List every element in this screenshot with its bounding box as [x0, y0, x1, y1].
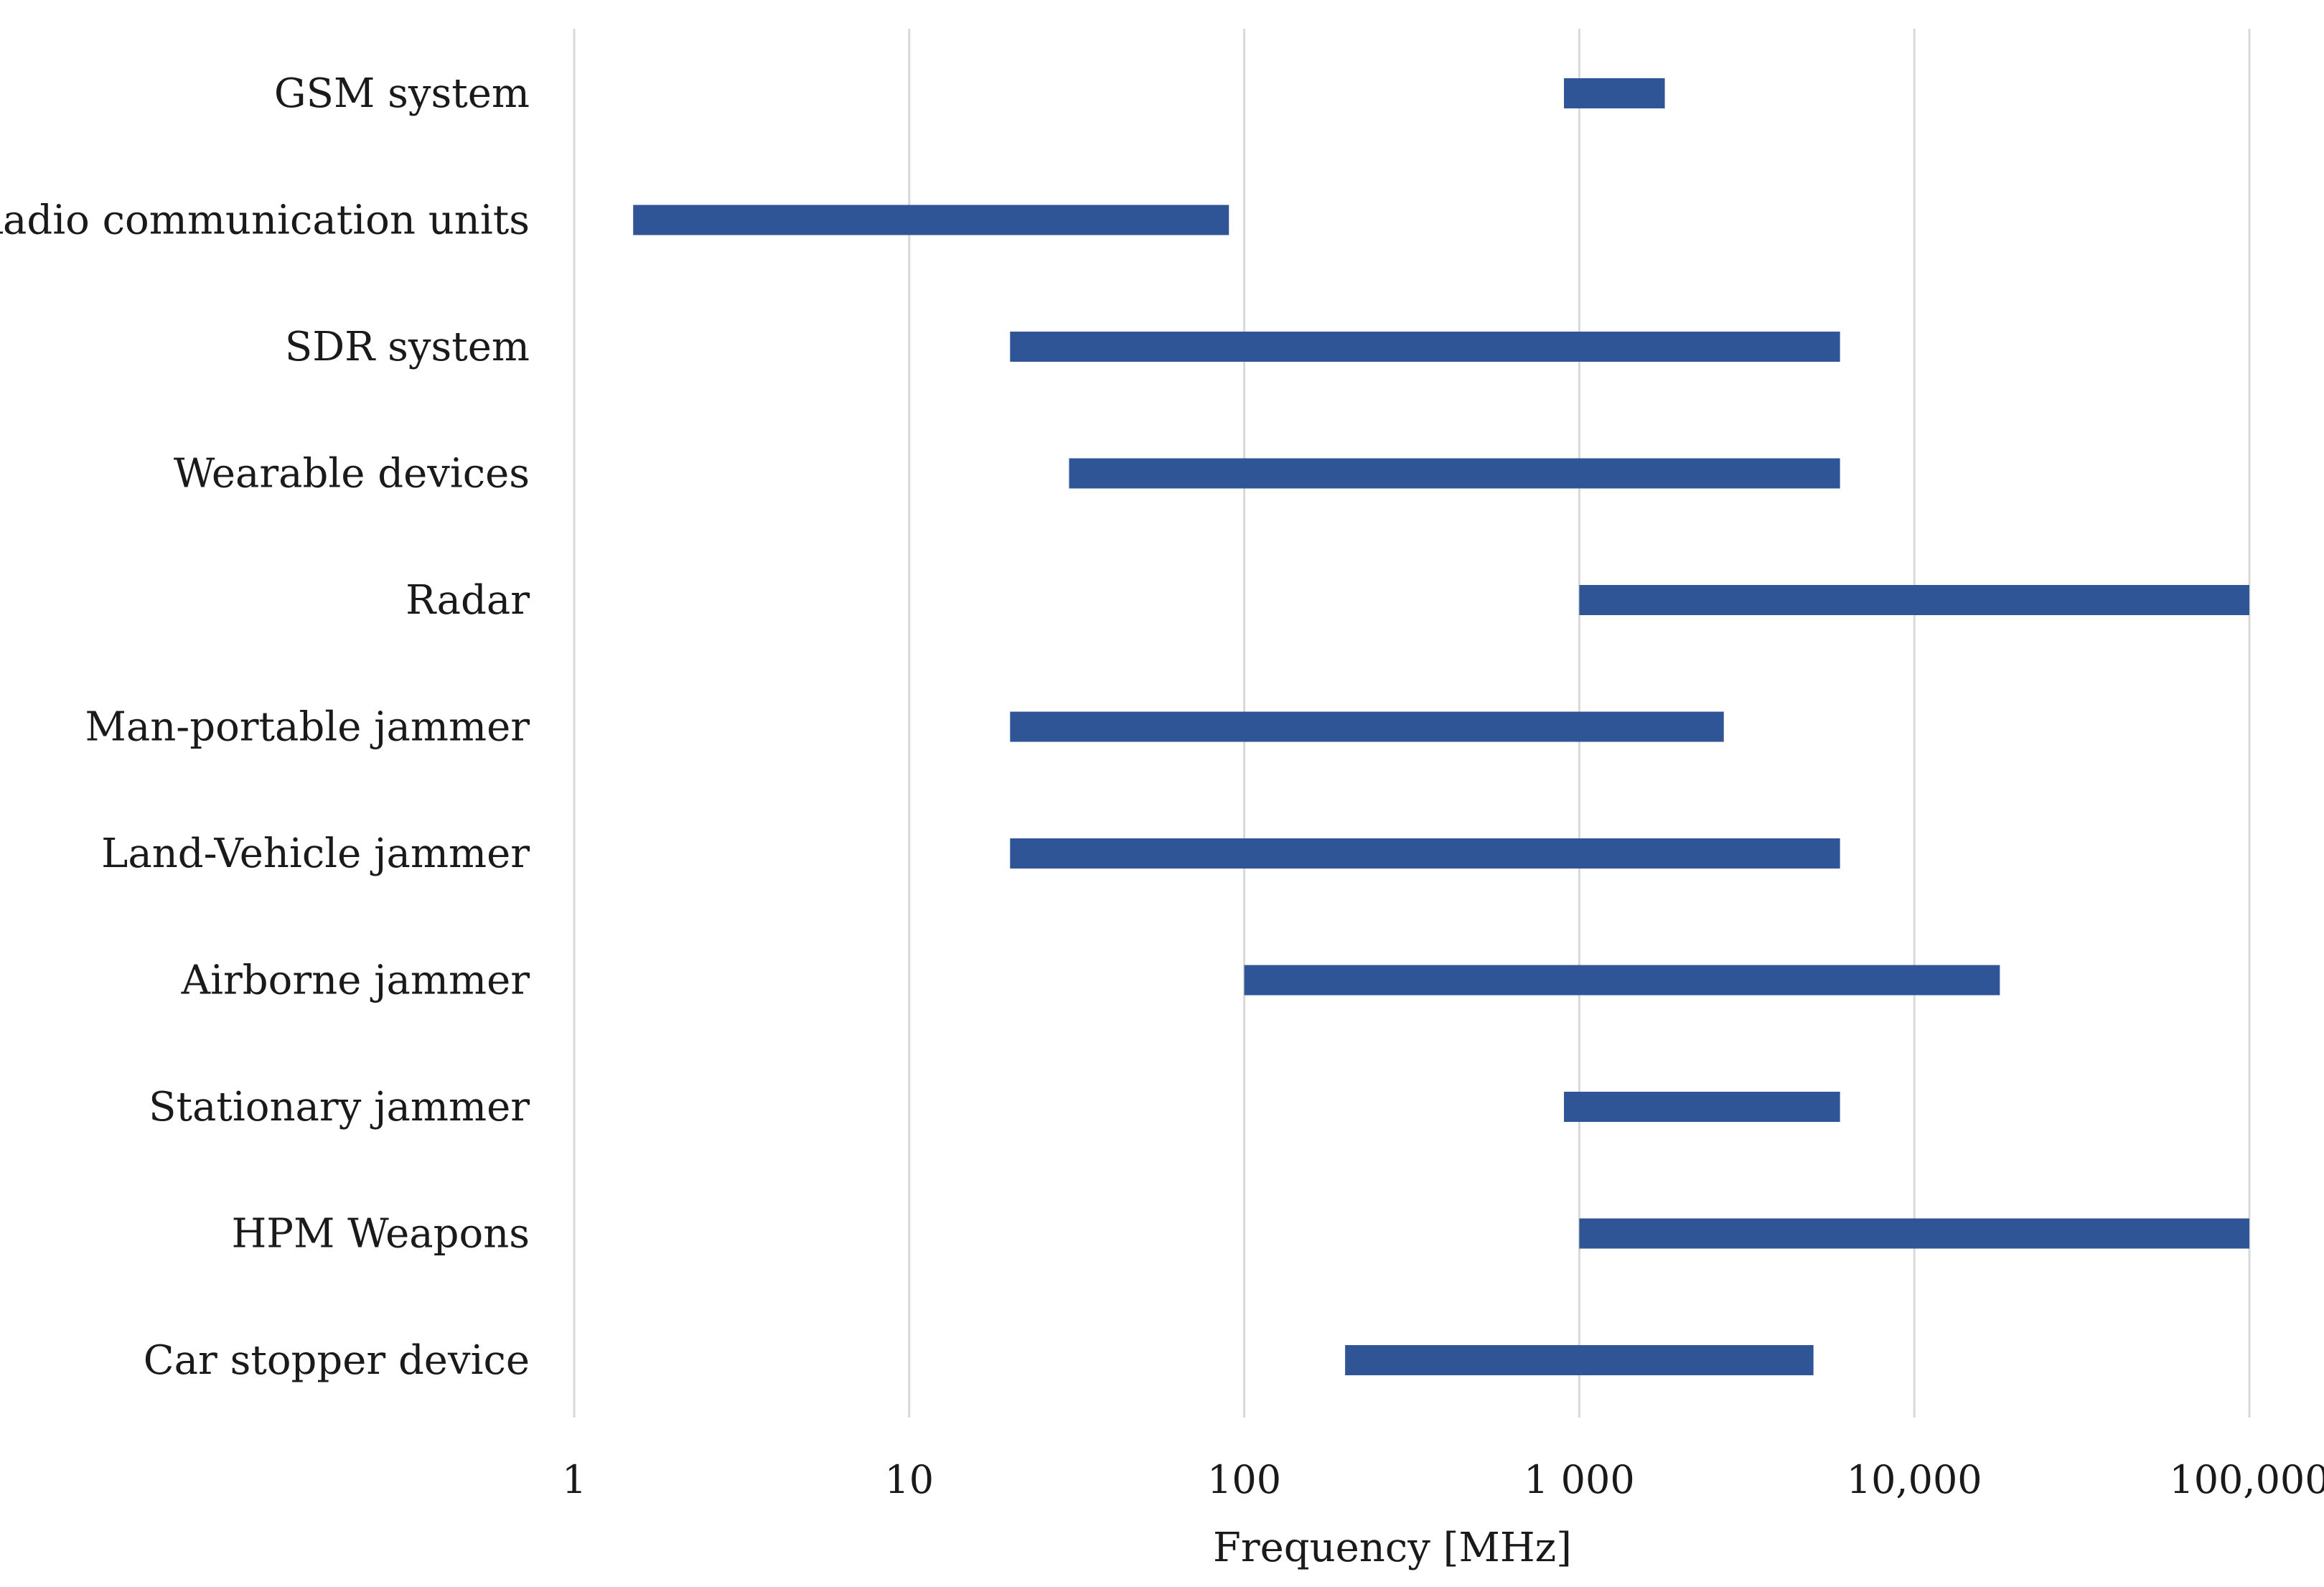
category-label: Radar: [406, 577, 530, 624]
range-bar: [1010, 838, 1840, 869]
range-bar: [1564, 1092, 1840, 1122]
range-bar: [1345, 1345, 1814, 1375]
x-axis-title: Frequency [MHz]: [1213, 1525, 1572, 1571]
range-bar: [1244, 965, 2000, 996]
range-bar: [1010, 332, 1840, 362]
range-bar: [1010, 711, 1724, 742]
x-tick-label: 1 000: [1524, 1457, 1635, 1502]
range-bar: [633, 205, 1229, 235]
x-tick-label: 1: [562, 1457, 586, 1502]
category-label: Radio communication units: [0, 197, 530, 244]
x-tick-label: 100,000: [2169, 1457, 2324, 1502]
category-label: SDR system: [285, 324, 530, 370]
range-bar: [1069, 458, 1840, 489]
category-label: Land-Vehicle jammer: [101, 830, 530, 877]
category-label: Stationary jammer: [149, 1084, 530, 1130]
category-labels: GSM system Radio communication units SDR s…: [0, 70, 530, 1384]
x-tick-label: 10: [884, 1457, 934, 1502]
x-tick-label: 100: [1207, 1457, 1281, 1502]
range-bar: [1579, 585, 2249, 615]
category-label: HPM Weapons: [231, 1211, 530, 1258]
category-label: Man-portable jammer: [85, 704, 530, 751]
category-label: Wearable devices: [174, 451, 530, 497]
category-label: Airborne jammer: [181, 958, 530, 1004]
range-bar: [1579, 1218, 2249, 1249]
category-label: GSM system: [274, 70, 530, 117]
category-label: Car stopper device: [144, 1337, 530, 1384]
x-tick-label: 10,000: [1847, 1457, 1982, 1502]
x-tick-labels: 1 10 100 1 000 10,000 100,000: [562, 1457, 2324, 1502]
bars: [633, 78, 2249, 1375]
range-bar: [1564, 78, 1665, 108]
